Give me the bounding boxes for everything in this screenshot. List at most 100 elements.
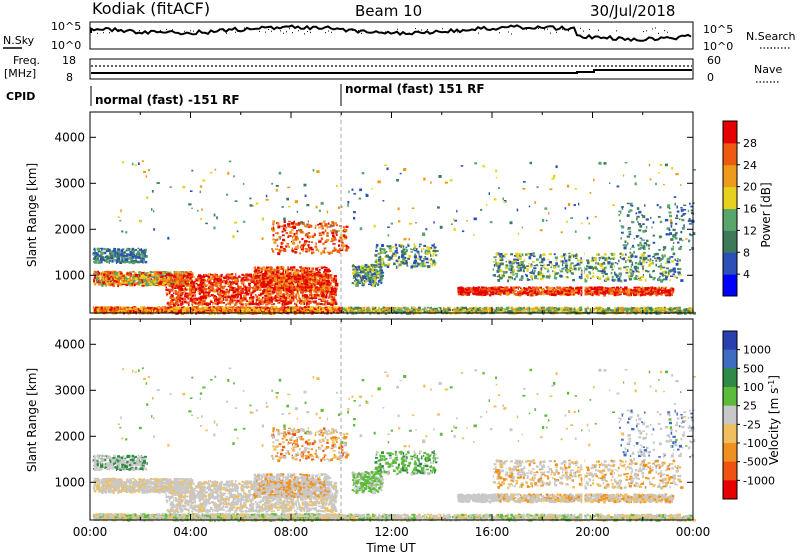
- power-cell: [120, 306, 124, 309]
- power-cell: [182, 274, 186, 278]
- power-cell: [275, 290, 277, 294]
- power-cell: [144, 275, 147, 279]
- power-cell: [563, 308, 566, 312]
- power-cell: [146, 307, 150, 310]
- power-cell: [232, 286, 235, 289]
- power-cell: [211, 287, 215, 291]
- power-cell: [93, 276, 96, 279]
- power-cell: [103, 306, 107, 308]
- power-cell: [149, 271, 153, 274]
- power-cell: [155, 283, 159, 285]
- power-cell: [263, 268, 266, 271]
- power-cell: [273, 306, 277, 309]
- power-cell: [260, 298, 264, 301]
- power-cell: [94, 283, 97, 286]
- power-cell: [235, 308, 239, 311]
- power-cell: [264, 295, 268, 297]
- power-cell: [278, 294, 280, 297]
- power-cell: [191, 298, 193, 301]
- power-cell: [148, 274, 152, 277]
- power-cell: [186, 284, 189, 287]
- power-cell: [255, 295, 259, 299]
- power-cell: [103, 307, 106, 311]
- power-cell: [244, 302, 248, 306]
- power-cell: [314, 297, 318, 300]
- power-cell: [179, 287, 183, 291]
- power-cell: [242, 289, 245, 292]
- power-cell: [94, 310, 96, 313]
- power-cell: [216, 289, 219, 292]
- power-cell: [148, 309, 151, 312]
- power-cell: [307, 296, 310, 299]
- power-cell: [252, 300, 254, 304]
- power-cell: [402, 306, 406, 309]
- power-cell: [676, 309, 679, 313]
- power-cell: [95, 310, 99, 314]
- power-cell: [208, 311, 212, 314]
- power-cell: [258, 306, 262, 309]
- power-cell: [293, 309, 297, 311]
- power-cell: [194, 302, 197, 305]
- power-cell: [136, 311, 140, 314]
- power-cell: [203, 306, 205, 310]
- power-cell: [213, 290, 216, 293]
- power-cell: [131, 282, 133, 285]
- power-cell: [643, 306, 646, 310]
- power-cell: [668, 308, 672, 311]
- power-cell: [224, 298, 229, 302]
- power-cell: [296, 306, 299, 308]
- power-cell: [150, 309, 153, 311]
- power-cell: [433, 309, 437, 311]
- power-cell: [661, 311, 665, 313]
- freq-series: [91, 69, 692, 74]
- power-cell: [319, 309, 322, 312]
- power-cell: [586, 307, 590, 309]
- power-cell: [93, 307, 96, 310]
- power-cell: [119, 308, 122, 310]
- power-cell: [327, 274, 329, 277]
- power-cell: [327, 286, 330, 289]
- power-cell: [100, 309, 104, 311]
- power-cell: [178, 308, 180, 311]
- power-cell: [126, 308, 129, 311]
- power-cell: [210, 300, 213, 303]
- power-cell: [278, 299, 281, 302]
- power-cell: [199, 276, 202, 279]
- nave-tick-top: 60: [707, 54, 721, 67]
- power-cell: [174, 281, 176, 284]
- power-cell: [327, 309, 330, 311]
- power-cell: [174, 287, 177, 289]
- power-cell: [618, 307, 622, 310]
- power-cell: [363, 306, 366, 310]
- power-cell: [269, 310, 271, 313]
- power-cell: [228, 278, 231, 281]
- power-cell: [200, 282, 204, 285]
- power-cell: [510, 306, 513, 310]
- power-cell: [112, 271, 116, 274]
- power-cell: [684, 308, 687, 312]
- power-cell: [139, 307, 143, 310]
- power-cell: [423, 308, 426, 311]
- power-cell: [549, 309, 552, 312]
- power-cell: [282, 309, 285, 312]
- power-cell: [287, 309, 291, 312]
- power-cell: [299, 306, 302, 309]
- power-cell: [245, 311, 248, 313]
- power-cell: [199, 309, 203, 312]
- noise-right-tick-bottom: 10^0: [703, 40, 733, 53]
- power-cell: [273, 303, 276, 305]
- power-cell: [228, 293, 230, 296]
- power-cell: [312, 294, 315, 297]
- power-cell: [538, 310, 541, 312]
- power-cell: [149, 282, 153, 286]
- noise-sky-label: N.Sky: [3, 34, 35, 47]
- power-cell: [286, 290, 289, 294]
- power-cell: [191, 303, 193, 306]
- power-cell: [250, 300, 253, 303]
- freq-label-2: [MHz]: [4, 67, 36, 80]
- power-cell: [304, 306, 307, 309]
- power-cell: [300, 302, 303, 305]
- power-cell: [565, 306, 569, 310]
- power-cell: [156, 279, 158, 282]
- power-cell: [297, 300, 301, 302]
